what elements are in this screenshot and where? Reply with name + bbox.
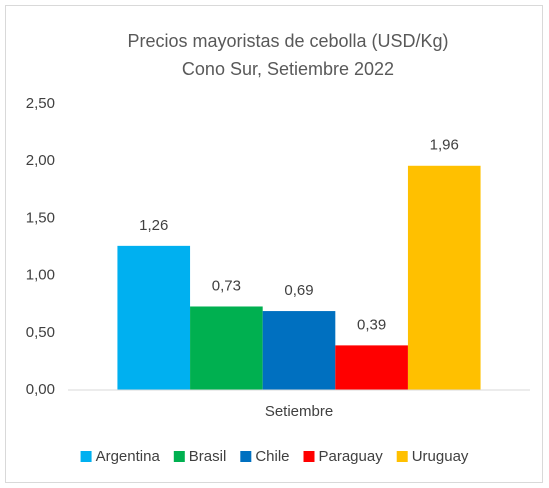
data-label: 0,73 — [212, 277, 241, 294]
legend-label: Uruguay — [412, 448, 469, 465]
legend-label: Paraguay — [319, 448, 384, 465]
chart-title: Precios mayoristas de cebolla (USD/Kg) — [127, 31, 448, 51]
y-tick-label: 2,50 — [26, 95, 55, 112]
chart-subtitle: Cono Sur, Setiembre 2022 — [182, 59, 394, 79]
legend-swatch — [303, 451, 315, 462]
data-label: 1,26 — [139, 217, 168, 234]
bar — [262, 311, 336, 390]
bar — [117, 245, 191, 390]
legend-swatch — [173, 451, 185, 462]
x-tick-label: Setiembre — [265, 403, 333, 420]
legend-swatch — [396, 451, 408, 462]
legend-swatch — [80, 451, 92, 462]
bar — [407, 165, 481, 390]
data-label: 0,69 — [284, 282, 313, 299]
legend-label: Chile — [255, 448, 289, 465]
legend-label: Brasil — [189, 448, 227, 465]
data-label: 0,39 — [357, 316, 386, 333]
y-tick-label: 1,00 — [26, 267, 55, 284]
bar — [335, 345, 408, 390]
data-label: 1,96 — [430, 137, 459, 154]
legend-swatch — [240, 451, 252, 462]
y-tick-label: 1,50 — [26, 209, 55, 226]
y-tick-label: 0,50 — [26, 324, 55, 341]
y-tick-label: 2,00 — [26, 152, 55, 169]
legend-label: Argentina — [96, 448, 161, 465]
bar — [190, 306, 263, 390]
y-tick-label: 0,00 — [26, 381, 55, 398]
